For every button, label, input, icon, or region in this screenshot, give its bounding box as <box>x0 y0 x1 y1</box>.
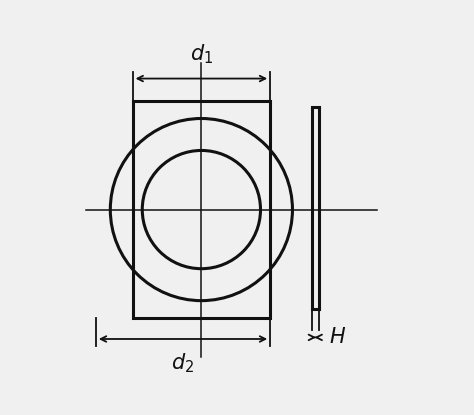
Text: $d_1$: $d_1$ <box>190 43 213 66</box>
Bar <box>133 101 270 318</box>
Text: $d_2$: $d_2$ <box>172 351 194 375</box>
Text: $H$: $H$ <box>328 327 346 347</box>
